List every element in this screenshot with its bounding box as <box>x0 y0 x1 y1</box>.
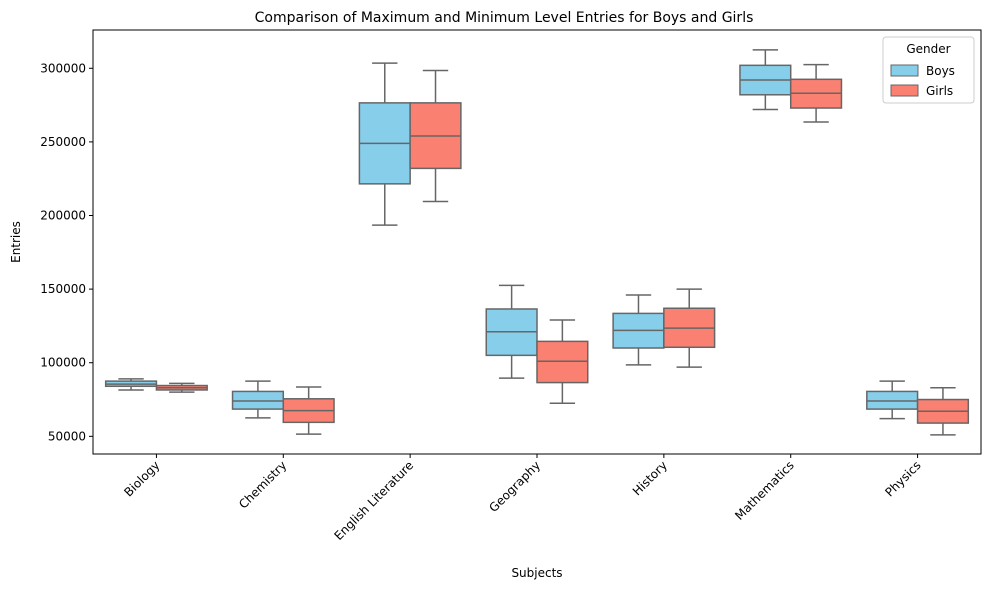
box-boys-physics <box>866 380 919 420</box>
y-tick-label: 200000 <box>40 209 86 223</box>
box-girls-english-literature <box>409 69 462 203</box>
y-axis-label: Entries <box>9 221 23 263</box>
legend-title: Gender <box>906 42 950 56</box>
box-girls-geography <box>536 319 589 404</box>
box-girls-chemistry <box>282 386 335 435</box>
legend-swatch <box>890 64 919 77</box>
plot-frame <box>92 29 982 455</box>
box-girls-physics <box>916 387 970 436</box>
box-boys-history <box>612 294 665 366</box>
legend-swatch <box>890 84 919 97</box>
y-tick-label: 100000 <box>40 356 86 370</box>
y-tick-label: 250000 <box>40 135 86 149</box>
box-boys-biology <box>104 378 158 391</box>
x-axis-label: Subjects <box>511 566 562 580</box>
y-tick-label: 50000 <box>48 429 86 443</box>
box-girls-history <box>663 288 716 368</box>
legend-label: Boys <box>926 64 955 78</box>
legend: Gender Boys Girls <box>882 36 975 104</box>
box-girls-mathematics <box>789 63 843 123</box>
y-tick-label: 300000 <box>40 61 86 75</box>
box-boys-mathematics <box>739 49 792 111</box>
box-boys-english-literature <box>358 62 411 226</box>
box-girls-biology <box>155 382 208 393</box>
box-boys-geography <box>485 284 538 379</box>
chart-title: Comparison of Maximum and Minimum Level … <box>255 10 754 26</box>
y-tick-label: 150000 <box>40 282 86 296</box>
legend-label: Girls <box>926 84 953 98</box>
